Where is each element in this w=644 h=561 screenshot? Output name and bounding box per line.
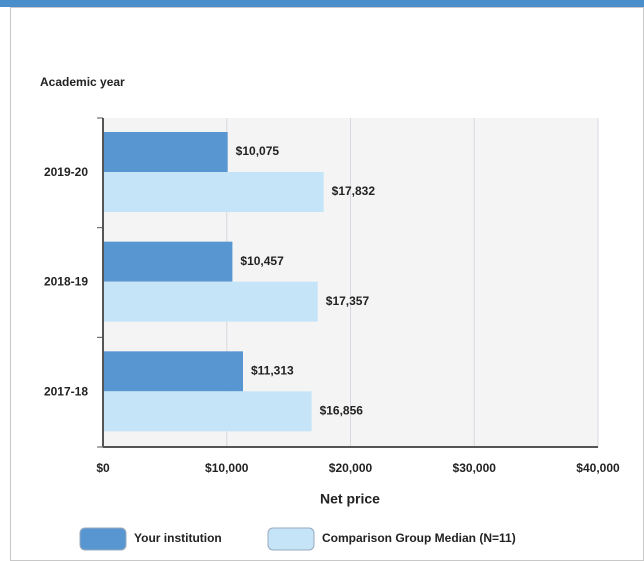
x-tick-label: $10,000 xyxy=(205,461,249,475)
x-axis-title: Net price xyxy=(320,491,380,507)
bar xyxy=(103,351,243,392)
data-label: $10,075 xyxy=(236,144,280,158)
x-tick-label: $0 xyxy=(96,461,110,475)
data-label: $17,357 xyxy=(326,294,370,308)
data-label: $10,457 xyxy=(240,254,284,268)
legend-swatch xyxy=(79,527,127,551)
data-label: $16,856 xyxy=(320,404,364,418)
x-tick-label: $30,000 xyxy=(453,461,497,475)
legend-label: Your institution xyxy=(134,531,222,545)
y-axis-title: Academic year xyxy=(40,75,125,89)
x-tick-label: $20,000 xyxy=(329,461,373,475)
top-bar xyxy=(0,0,644,7)
y-tick-label: 2018-19 xyxy=(44,275,88,289)
bar xyxy=(103,281,318,322)
bar xyxy=(103,172,324,212)
bar xyxy=(103,132,228,172)
legend-swatch xyxy=(267,527,315,551)
legend-label: Comparison Group Median (N=11) xyxy=(322,531,516,545)
x-tick-label: $40,000 xyxy=(576,461,620,475)
bar xyxy=(103,391,312,432)
data-label: $11,313 xyxy=(251,364,294,378)
bar xyxy=(103,241,233,282)
y-tick-label: 2019-20 xyxy=(44,165,88,179)
data-label: $17,832 xyxy=(332,184,376,198)
y-tick-label: 2017-18 xyxy=(44,384,88,398)
